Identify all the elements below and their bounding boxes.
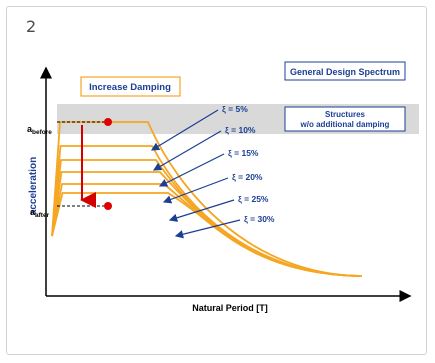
- damping-arrow-6: [174, 219, 241, 239]
- damping-arrow-3: [158, 153, 225, 187]
- spectrum-curves: [51, 121, 362, 277]
- damping-label-1: ξ = 5%: [222, 104, 248, 114]
- general-design-spectrum-label: General Design Spectrum: [290, 67, 400, 77]
- increase-damping-label: Increase Damping: [89, 82, 171, 93]
- spectrum-curve-6: [51, 192, 361, 277]
- x-axis-label: Natural Period [T]: [192, 303, 268, 313]
- a-after-label: aafter: [30, 207, 50, 219]
- structures-note-box: [284, 106, 406, 132]
- structures-note-line2: w/o additional damping: [300, 120, 390, 129]
- damping-label-6: ξ = 30%: [244, 214, 275, 224]
- a-before-label: abefore: [27, 124, 52, 136]
- spectrum-curve-4: [51, 171, 361, 277]
- damping-arrow-1: [150, 109, 219, 151]
- spectrum-curve-5: [51, 183, 361, 277]
- damping-label-2: ξ = 10%: [225, 125, 256, 135]
- general-design-spectrum-box: [284, 61, 406, 81]
- y-axis-label: acceleration: [28, 157, 39, 215]
- damping-arrow-5: [168, 199, 235, 222]
- damping-arrow-2: [152, 130, 222, 171]
- damping-label-4: ξ = 20%: [232, 172, 263, 182]
- increase-damping-box: [80, 76, 181, 97]
- structures-note-line1: Structures: [325, 110, 366, 119]
- a-before-marker: [104, 118, 112, 126]
- damping-label-5: ξ = 25%: [238, 194, 269, 204]
- damping-labels: ξ = 5% ξ = 10% ξ = 15% ξ = 20% ξ = 25% ξ = 30…: [150, 104, 275, 239]
- spectrum-curve-1: [51, 121, 361, 277]
- damping-label-3: ξ = 15%: [228, 148, 259, 158]
- step-number: 2: [26, 17, 37, 36]
- spectrum-curve-2: [51, 145, 361, 277]
- a-after-marker: [104, 202, 112, 210]
- damping-arrow-4: [162, 177, 229, 204]
